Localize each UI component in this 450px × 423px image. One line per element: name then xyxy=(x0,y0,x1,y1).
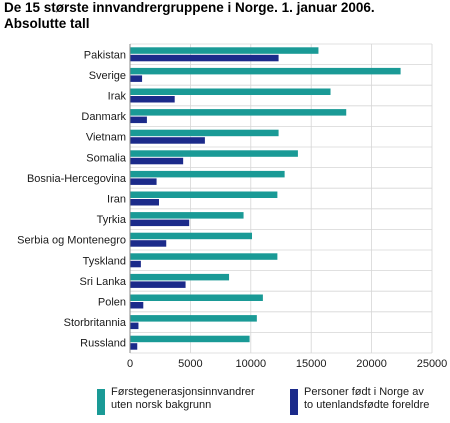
category-label: Tyrkia xyxy=(97,214,127,226)
bar-norwegian-born xyxy=(130,96,175,103)
x-tick-label: 0 xyxy=(127,358,133,370)
category-label: Danmark xyxy=(81,111,126,123)
legend-swatch-first-generation xyxy=(97,389,105,415)
bar-first-generation xyxy=(130,253,278,260)
legend-label-first-generation-line2: uten norsk bakgrunn xyxy=(111,399,212,411)
category-label: Russland xyxy=(80,338,126,350)
x-tick-label: 20000 xyxy=(356,358,387,370)
legend-swatch-norwegian-born xyxy=(290,389,298,415)
bar-first-generation xyxy=(130,150,298,157)
bar-norwegian-born xyxy=(130,199,159,206)
bar-norwegian-born xyxy=(130,260,141,268)
bar-norwegian-born xyxy=(130,343,138,350)
bar-norwegian-born xyxy=(130,54,279,62)
bar-norwegian-born xyxy=(130,302,144,309)
legend-label-norwegian-born-line2: to utenlandsfødte foreldre xyxy=(304,399,430,411)
bar-first-generation xyxy=(130,170,285,178)
x-tick-label: 25000 xyxy=(417,358,448,370)
bar-first-generation xyxy=(130,109,347,116)
category-label: Pakistan xyxy=(84,49,126,61)
title-line-1: De 15 største innvandrergruppene i Norge… xyxy=(4,0,375,15)
bar-first-generation xyxy=(130,212,244,219)
bar-first-generation xyxy=(130,129,279,137)
bar-norwegian-born xyxy=(130,75,143,82)
bar-first-generation xyxy=(130,273,230,281)
x-tick-label: 15000 xyxy=(296,358,327,370)
category-label: Sverige xyxy=(89,70,126,82)
bar-norwegian-born xyxy=(130,116,147,124)
bar-first-generation xyxy=(130,315,257,322)
category-label: Storbritannia xyxy=(64,317,127,329)
category-label: Bosnia-Hercegovina xyxy=(27,173,127,185)
bar-norwegian-born xyxy=(130,137,205,144)
bar-norwegian-born xyxy=(130,240,167,247)
bar-norwegian-born xyxy=(130,219,190,227)
legend-label-first-generation-line1: Førstegenerasjonsinnvandrer xyxy=(111,386,255,398)
bar-first-generation xyxy=(130,47,319,54)
category-label: Sri Lanka xyxy=(80,276,127,288)
title-line-2: Absolutte tall xyxy=(4,16,90,31)
category-label: Polen xyxy=(98,297,126,309)
bar-norwegian-born xyxy=(130,322,139,330)
bar-norwegian-born xyxy=(130,281,186,288)
bar-first-generation xyxy=(130,67,401,75)
bar-first-generation xyxy=(130,191,278,198)
bar-first-generation xyxy=(130,335,250,343)
bar-norwegian-born xyxy=(130,157,184,165)
category-label: Vietnam xyxy=(86,132,126,144)
legend-label-norwegian-born-line1: Personer født i Norge av xyxy=(304,386,424,398)
bar-first-generation xyxy=(130,232,253,240)
category-label: Serbia og Montenegro xyxy=(17,235,126,247)
bar-first-generation xyxy=(130,88,331,95)
category-label: Tyskland xyxy=(83,255,126,267)
bar-first-generation xyxy=(130,294,263,301)
category-label: Irak xyxy=(108,91,127,103)
bar-norwegian-born xyxy=(130,178,157,185)
plot-area xyxy=(130,44,432,353)
category-label: Iran xyxy=(107,194,126,206)
x-tick-label: 10000 xyxy=(236,358,267,370)
x-tick-label: 5000 xyxy=(178,358,202,370)
chart-title: De 15 største innvandrergruppene i Norge… xyxy=(4,0,375,32)
category-label: Somalia xyxy=(86,152,127,164)
